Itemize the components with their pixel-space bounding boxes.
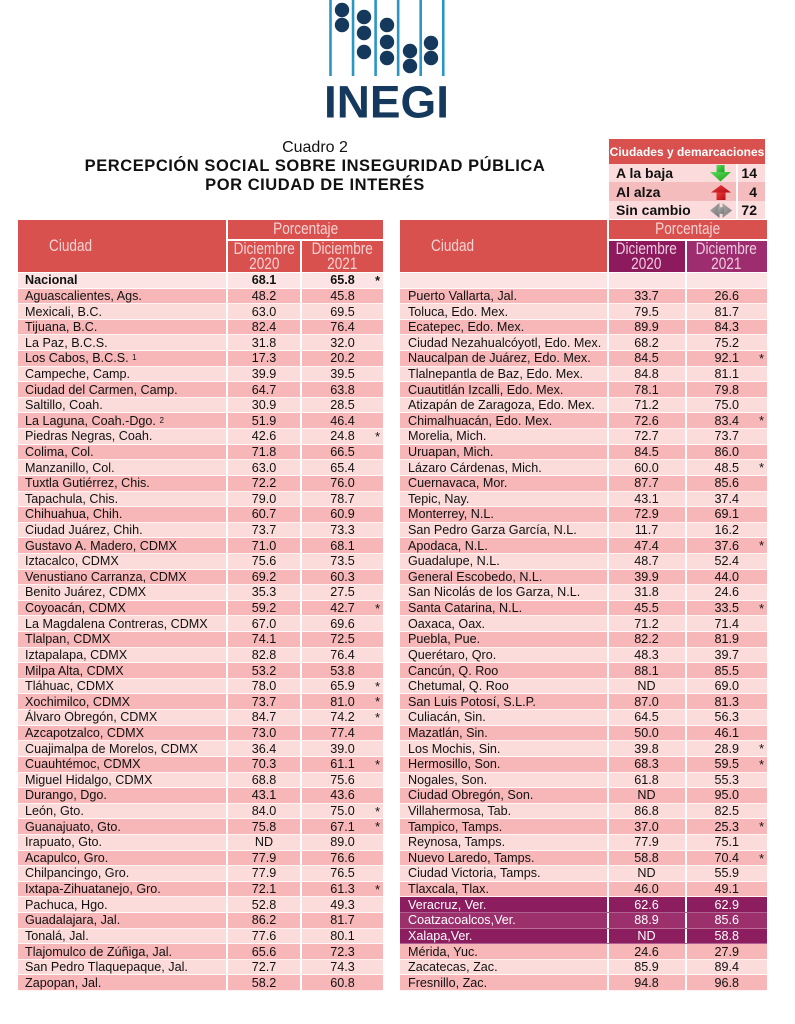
svg-text:INEGI: INEGI <box>325 77 447 121</box>
